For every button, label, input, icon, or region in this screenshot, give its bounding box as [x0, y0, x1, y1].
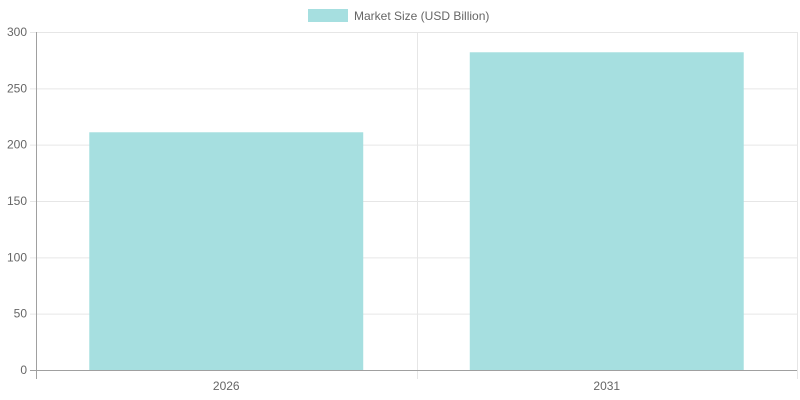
y-tick-label: 150: [7, 194, 27, 208]
y-tick-label: 250: [7, 81, 27, 95]
axes: [30, 32, 797, 379]
y-tick-label: 50: [14, 307, 28, 321]
y-tick-label: 200: [7, 138, 27, 152]
bar-2026[interactable]: [89, 132, 364, 370]
y-tick-labels: 0 50 100 150 200 250 300: [7, 25, 27, 377]
bars: [89, 52, 744, 370]
y-tick-label: 100: [7, 250, 27, 264]
bar-2031[interactable]: [469, 52, 744, 370]
y-tick-label: 0: [20, 363, 27, 377]
legend[interactable]: Market Size (USD Billion): [308, 9, 489, 23]
legend-label[interactable]: Market Size (USD Billion): [354, 9, 489, 23]
y-tick-label: 300: [7, 25, 27, 39]
x-tick-labels: 2026 2031: [213, 379, 621, 393]
x-tick-label: 2031: [593, 379, 620, 393]
legend-swatch[interactable]: [308, 9, 348, 22]
x-tick-label: 2026: [213, 379, 240, 393]
